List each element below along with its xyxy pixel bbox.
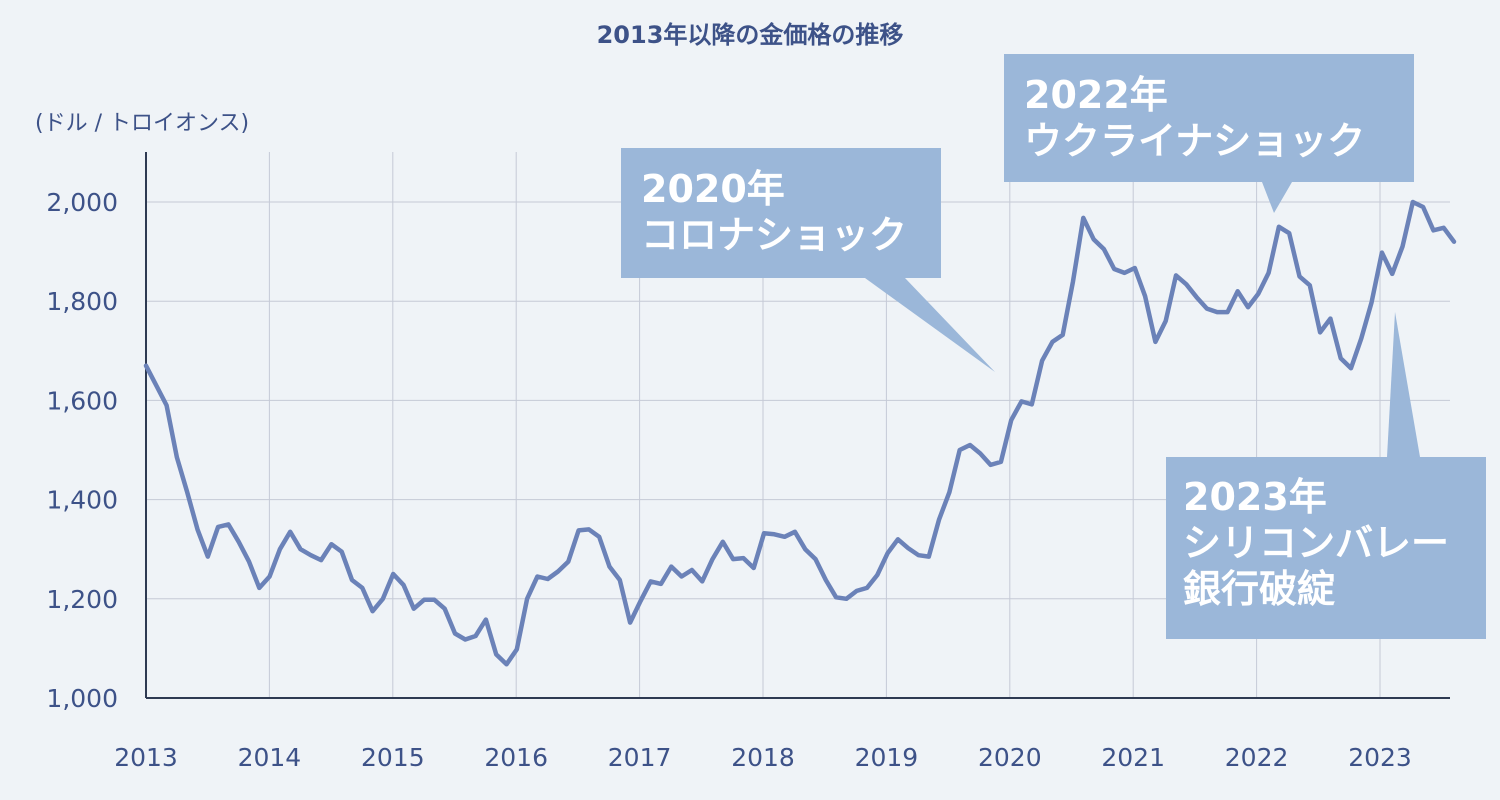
x-tick-label: 2021 [1101,743,1165,772]
annotations: 2020年コロナショック2022年ウクライナショック2023年シリコンバレー銀行… [621,54,1486,639]
callout-text-line: 2022年 [1024,73,1168,117]
y-tick-label: 2,000 [46,188,118,217]
x-tick-label: 2020 [978,743,1042,772]
x-tick-label: 2017 [608,743,672,772]
y-axis-unit-label: (ドル / トロイオンス) [35,111,249,136]
y-tick-label: 1,800 [46,287,118,316]
x-tick-label: 2023 [1348,743,1412,772]
x-tick-label: 2022 [1225,743,1289,772]
chart-title: 2013年以降の金価格の推移 [597,21,904,49]
x-tick-label: 2015 [361,743,425,772]
callout-box [1004,54,1414,182]
callout-text-line: シリコンバレー [1183,521,1449,565]
gold-price-line [143,199,1457,667]
y-tick-label: 1,200 [46,585,118,614]
callout-pointer [865,278,995,372]
x-tick-label: 2016 [484,743,548,772]
tick-labels: 1,000 1,200 1,400 1,600 1,800 2,000 2013 2014 20… [46,188,1411,772]
x-tick-label: 2018 [731,743,795,772]
x-tick-label: 2014 [238,743,302,772]
y-tick-label: 1,000 [46,684,118,713]
y-tick-label: 1,600 [46,386,118,415]
callout-pointer [1262,182,1292,213]
x-tick-label: 2019 [855,743,919,772]
callout-text-line: 2023年 [1183,475,1327,519]
callout-text-line: 2020年 [641,167,785,211]
axes [145,152,1450,699]
callout-box [621,148,941,278]
callout-text-line: 銀行破綻 [1183,567,1335,611]
callout-box [1166,457,1486,639]
callout-text-line: ウクライナショック [1024,119,1365,163]
x-tick-label: 2013 [114,743,178,772]
y-tick-label: 1,400 [46,486,118,515]
callout-text-line: コロナショック [641,213,907,257]
callout-pointer [1387,312,1420,457]
series-layer [143,199,1457,667]
